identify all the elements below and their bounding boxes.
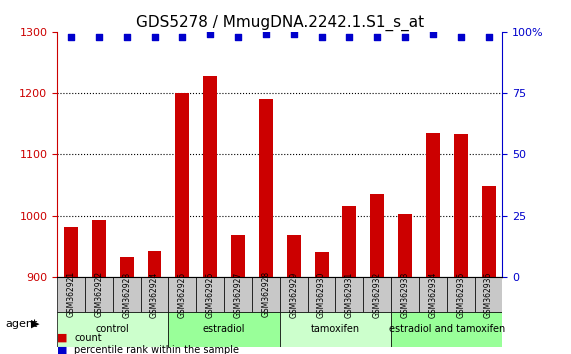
Bar bbox=[64, 227, 78, 277]
Point bbox=[262, 32, 271, 37]
FancyBboxPatch shape bbox=[168, 277, 196, 312]
Text: GSM362925: GSM362925 bbox=[178, 271, 187, 318]
Text: GSM362926: GSM362926 bbox=[206, 271, 215, 318]
Bar bbox=[259, 99, 273, 277]
Text: GSM362921: GSM362921 bbox=[66, 272, 75, 318]
Point bbox=[373, 34, 382, 40]
FancyBboxPatch shape bbox=[57, 277, 85, 312]
Text: tamoxifen: tamoxifen bbox=[311, 324, 360, 335]
FancyBboxPatch shape bbox=[57, 312, 168, 347]
Point bbox=[122, 34, 131, 40]
Text: GSM362929: GSM362929 bbox=[289, 271, 298, 318]
Text: GSM362933: GSM362933 bbox=[400, 271, 409, 318]
FancyBboxPatch shape bbox=[140, 277, 168, 312]
FancyBboxPatch shape bbox=[419, 277, 447, 312]
FancyBboxPatch shape bbox=[196, 277, 224, 312]
Point bbox=[484, 34, 493, 40]
Point bbox=[234, 34, 243, 40]
Point bbox=[66, 34, 75, 40]
FancyBboxPatch shape bbox=[308, 277, 335, 312]
Text: count: count bbox=[74, 333, 102, 343]
Bar bbox=[343, 206, 356, 277]
FancyBboxPatch shape bbox=[280, 277, 308, 312]
Point bbox=[150, 34, 159, 40]
Text: agent: agent bbox=[6, 319, 38, 329]
Text: GSM362923: GSM362923 bbox=[122, 271, 131, 318]
Text: GSM362922: GSM362922 bbox=[94, 272, 103, 318]
FancyBboxPatch shape bbox=[475, 277, 502, 312]
Bar bbox=[175, 93, 190, 277]
Bar bbox=[147, 251, 162, 277]
Point bbox=[289, 32, 298, 37]
Point bbox=[317, 34, 326, 40]
FancyBboxPatch shape bbox=[335, 277, 363, 312]
Bar bbox=[203, 76, 217, 277]
FancyBboxPatch shape bbox=[224, 277, 252, 312]
FancyBboxPatch shape bbox=[252, 277, 280, 312]
Text: GSM362928: GSM362928 bbox=[262, 272, 271, 318]
Text: GSM362931: GSM362931 bbox=[345, 271, 354, 318]
Text: GSM362930: GSM362930 bbox=[317, 271, 326, 318]
Point bbox=[178, 34, 187, 40]
Point bbox=[206, 32, 215, 37]
Title: GDS5278 / MmugDNA.2242.1.S1_s_at: GDS5278 / MmugDNA.2242.1.S1_s_at bbox=[136, 14, 424, 30]
FancyBboxPatch shape bbox=[280, 312, 391, 347]
Text: control: control bbox=[96, 324, 130, 335]
Bar bbox=[92, 220, 106, 277]
Bar bbox=[454, 134, 468, 277]
FancyBboxPatch shape bbox=[391, 312, 502, 347]
Bar bbox=[481, 186, 496, 277]
FancyBboxPatch shape bbox=[447, 277, 475, 312]
Text: ■: ■ bbox=[57, 333, 67, 343]
Bar bbox=[398, 214, 412, 277]
Text: estradiol: estradiol bbox=[203, 324, 246, 335]
Text: GSM362924: GSM362924 bbox=[150, 271, 159, 318]
FancyBboxPatch shape bbox=[391, 277, 419, 312]
Text: ▶: ▶ bbox=[31, 319, 40, 329]
Text: ■: ■ bbox=[57, 346, 67, 354]
Text: GSM362935: GSM362935 bbox=[456, 271, 465, 318]
Text: percentile rank within the sample: percentile rank within the sample bbox=[74, 346, 239, 354]
FancyBboxPatch shape bbox=[168, 312, 280, 347]
FancyBboxPatch shape bbox=[85, 277, 112, 312]
Point bbox=[428, 32, 437, 37]
Bar bbox=[315, 252, 328, 277]
Bar bbox=[370, 194, 384, 277]
FancyBboxPatch shape bbox=[112, 277, 140, 312]
Bar bbox=[231, 235, 245, 277]
Point bbox=[400, 34, 409, 40]
Text: GSM362932: GSM362932 bbox=[373, 271, 382, 318]
Text: GSM362934: GSM362934 bbox=[428, 271, 437, 318]
Bar bbox=[287, 235, 301, 277]
Point bbox=[94, 34, 103, 40]
Text: GSM362927: GSM362927 bbox=[234, 271, 243, 318]
Text: estradiol and tamoxifen: estradiol and tamoxifen bbox=[389, 324, 505, 335]
Bar bbox=[426, 133, 440, 277]
Point bbox=[345, 34, 354, 40]
Bar bbox=[120, 257, 134, 277]
Text: GSM362936: GSM362936 bbox=[484, 271, 493, 318]
FancyBboxPatch shape bbox=[363, 277, 391, 312]
Point bbox=[456, 34, 465, 40]
